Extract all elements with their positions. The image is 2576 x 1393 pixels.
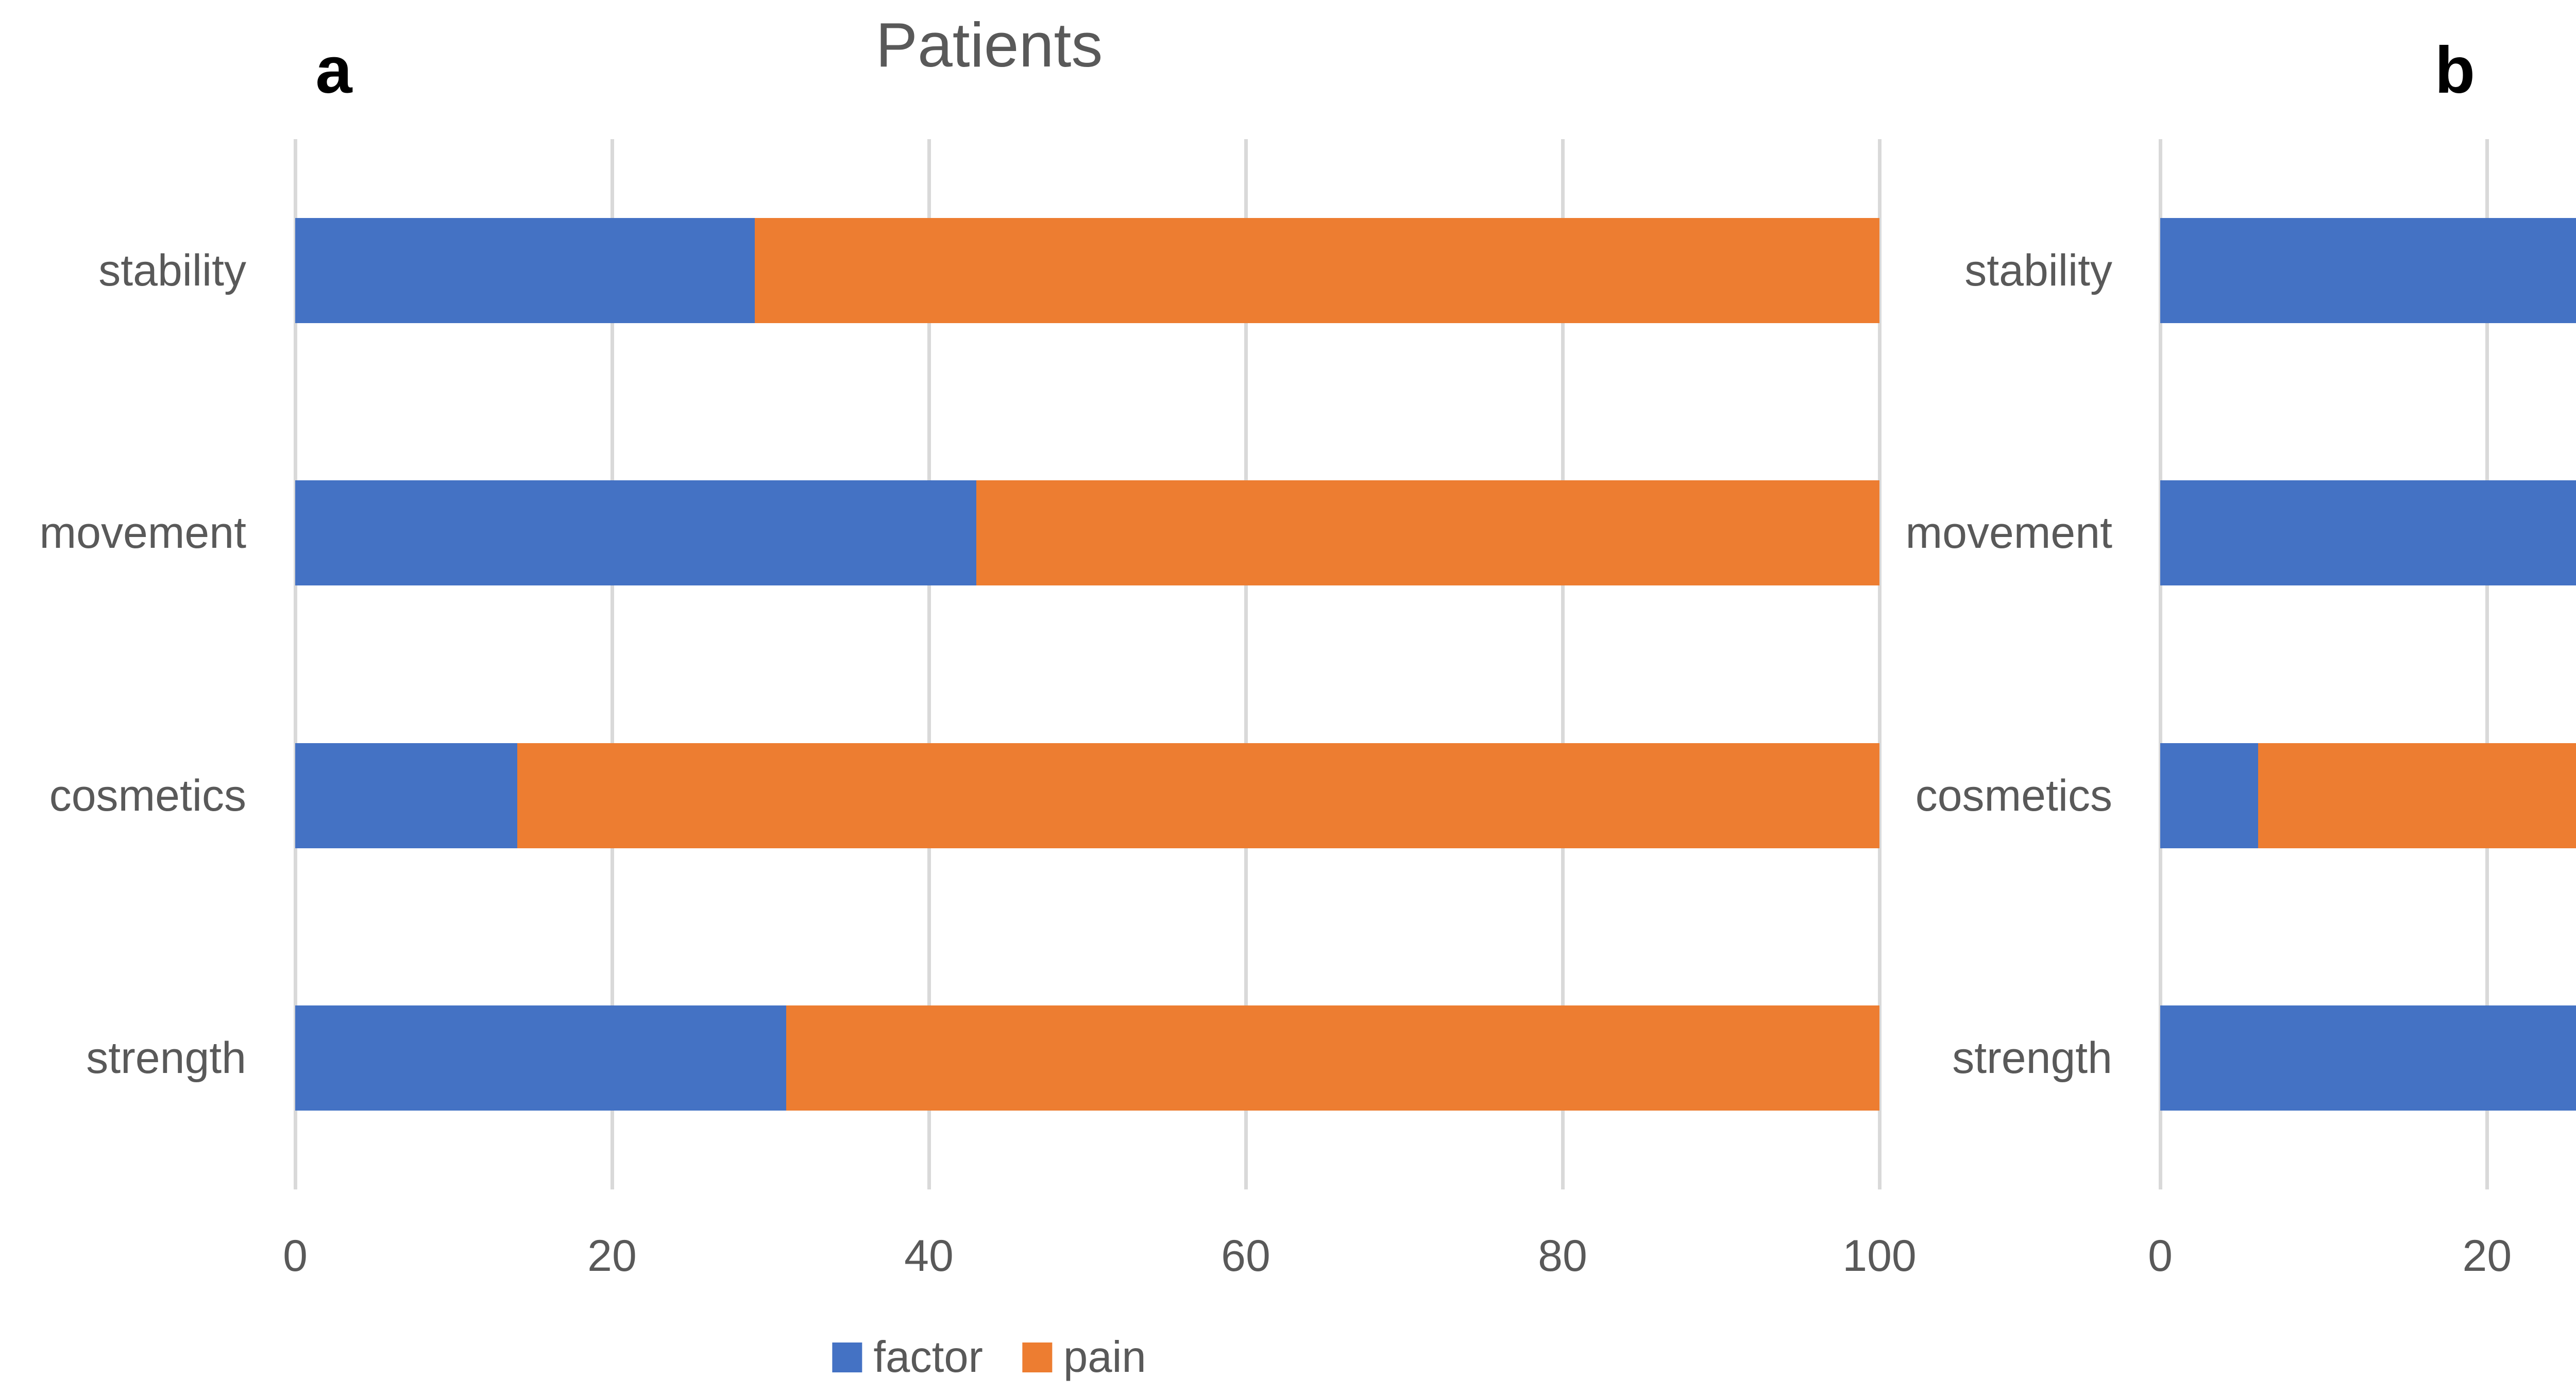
x-gridline: [2159, 139, 2162, 1189]
x-gridline: [1244, 139, 1248, 1189]
x-gridline: [1878, 139, 1882, 1189]
panel-letter: a: [315, 33, 352, 107]
x-tick-label: 80: [1538, 1231, 1587, 1281]
x-gridline: [1561, 139, 1565, 1189]
category-label-stability: stability: [98, 245, 246, 295]
legend-item-factor: factor: [832, 1334, 983, 1381]
legend-swatch-pain: [1022, 1342, 1052, 1372]
category-label-movement: movement: [1905, 508, 2113, 558]
x-tick-label: 20: [587, 1231, 637, 1281]
bar-segment-pain-cosmetics: [2258, 743, 2576, 848]
bar-segment-factor-movement: [295, 480, 977, 586]
bar-segment-factor-movement: [2160, 480, 2576, 586]
x-tick-label: 100: [1842, 1231, 1917, 1281]
category-label-movement: movement: [39, 508, 247, 558]
x-gridline: [2485, 139, 2489, 1189]
category-label-stability: stability: [1964, 245, 2112, 295]
legend-item-pain: pain: [1022, 1334, 1146, 1381]
bar-segment-pain-stability: [754, 217, 1879, 323]
category-label-cosmetics: cosmetics: [1915, 770, 2112, 820]
panel-letter: b: [2434, 33, 2476, 107]
bar-segment-pain-cosmetics: [517, 743, 1879, 848]
x-tick-label: 0: [283, 1231, 308, 1281]
bar-segment-factor-stability: [2160, 217, 2576, 323]
legend-label: pain: [1063, 1333, 1146, 1382]
category-label-strength: strength: [1952, 1033, 2112, 1083]
bar-segment-factor-cosmetics: [2160, 743, 2259, 848]
bar-segment-factor-strength: [295, 1005, 787, 1111]
x-tick-label: 40: [904, 1231, 954, 1281]
x-gridline: [611, 139, 614, 1189]
x-tick-label: 60: [1221, 1231, 1270, 1281]
category-label-strength: strength: [86, 1033, 246, 1083]
bar-segment-pain-strength: [786, 1005, 1879, 1111]
x-tick-label: 0: [2148, 1231, 2173, 1281]
bar-segment-factor-cosmetics: [295, 743, 517, 848]
x-tick-label: 20: [2462, 1231, 2512, 1281]
legend-label: factor: [873, 1333, 983, 1382]
legend: factor pain: [832, 1334, 1146, 1381]
x-gridline: [294, 139, 297, 1189]
bar-segment-pain-movement: [976, 480, 1879, 586]
bar-segment-factor-stability: [295, 217, 755, 323]
category-label-cosmetics: cosmetics: [49, 770, 246, 820]
x-gridline: [927, 139, 931, 1189]
legend-swatch-factor: [832, 1342, 862, 1372]
bar-segment-factor-strength: [2160, 1005, 2576, 1111]
chart-title: Patients: [875, 10, 1103, 80]
